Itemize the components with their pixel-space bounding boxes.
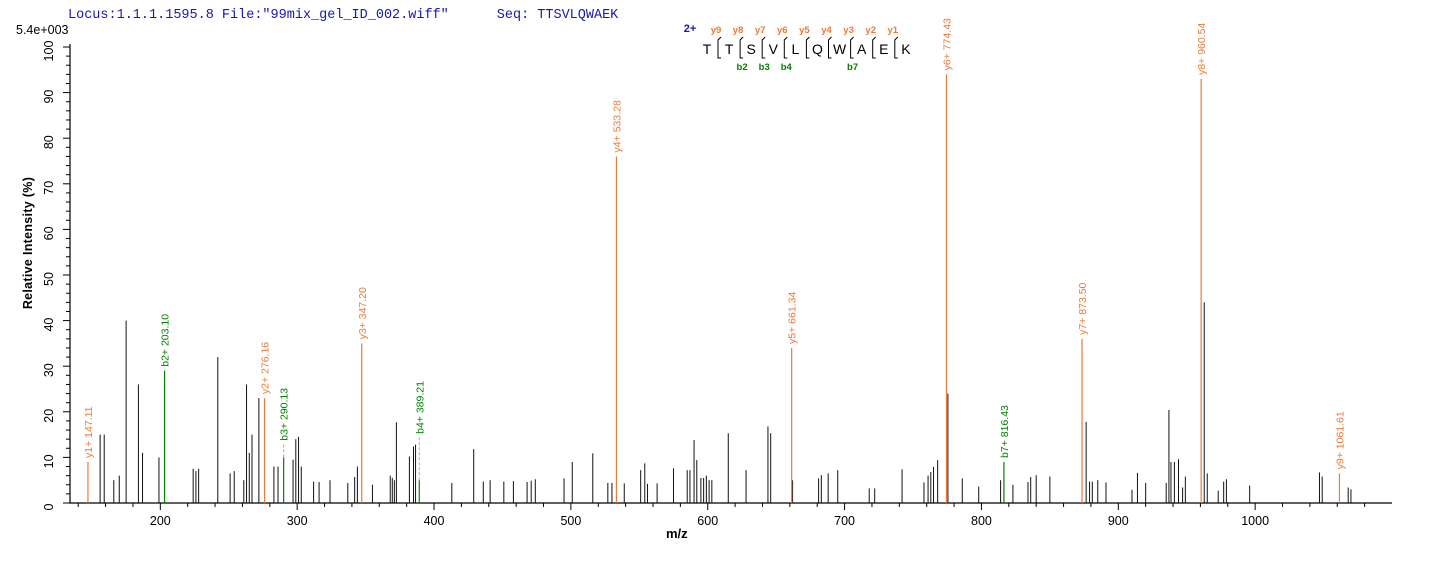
svg-text:y9: y9 <box>711 25 722 36</box>
svg-text:S: S <box>747 41 756 57</box>
svg-text:0: 0 <box>42 503 56 510</box>
svg-text:300: 300 <box>287 514 308 528</box>
svg-text:V: V <box>769 41 779 57</box>
background-peaks <box>99 302 1352 503</box>
svg-text:y2+ 276.16: y2+ 276.16 <box>260 342 272 394</box>
labeled-peak-y3: y3+ 347.20 <box>357 287 369 503</box>
spectrum-title: Locus:1.1.1.1595.8 File:"99mix_gel_ID_00… <box>68 8 618 23</box>
svg-text:b2+ 203.10: b2+ 203.10 <box>160 314 172 367</box>
svg-text:T: T <box>725 41 734 57</box>
svg-text:Q: Q <box>812 41 823 57</box>
labeled-peak-b2: b2+ 203.10 <box>160 314 172 503</box>
labeled-peak-y2: y2+ 276.16 <box>260 342 272 503</box>
svg-text:b4: b4 <box>781 62 793 73</box>
svg-text:b3: b3 <box>759 62 770 73</box>
svg-text:y7: y7 <box>755 25 766 36</box>
charge-label: 2+ <box>684 23 697 35</box>
svg-text:10: 10 <box>42 454 56 468</box>
y-axis-ticks <box>63 46 70 504</box>
svg-text:y4+ 533.28: y4+ 533.28 <box>611 100 623 152</box>
svg-text:y1: y1 <box>888 25 899 36</box>
svg-text:30: 30 <box>42 363 56 377</box>
svg-text:T: T <box>703 41 712 57</box>
svg-text:800: 800 <box>971 514 992 528</box>
svg-text:90: 90 <box>42 90 56 104</box>
x-axis-ticks <box>77 503 1366 510</box>
svg-text:60: 60 <box>42 226 56 240</box>
labeled-peak-y9: y9+ 1061.61 <box>1334 411 1346 503</box>
svg-text:400: 400 <box>424 514 445 528</box>
labeled-peak-b4: b4+ 389.21 <box>414 381 426 503</box>
svg-text:1000: 1000 <box>1241 514 1269 528</box>
svg-text:A: A <box>857 41 867 57</box>
svg-text:b7+ 816.43: b7+ 816.43 <box>999 405 1011 458</box>
max-intensity-label: 5.4e+003 <box>16 23 69 37</box>
svg-text:y2: y2 <box>865 25 876 36</box>
locus-file-label: Locus:1.1.1.1595.8 File:"99mix_gel_ID_00… <box>68 8 449 23</box>
svg-text:200: 200 <box>150 514 171 528</box>
svg-text:100: 100 <box>42 41 56 62</box>
labeled-peak-y7: y7+ 873.50 <box>1077 282 1089 503</box>
labeled-peak-y5: y5+ 661.34 <box>787 292 799 503</box>
svg-text:y1+ 147.11: y1+ 147.11 <box>83 406 95 458</box>
svg-text:y8+ 960.54: y8+ 960.54 <box>1196 23 1208 75</box>
svg-text:500: 500 <box>560 514 581 528</box>
svg-text:K: K <box>901 41 911 57</box>
x-axis-title: m/z <box>666 526 688 541</box>
labeled-peak-y4: y4+ 533.28 <box>611 100 623 503</box>
svg-text:600: 600 <box>697 514 718 528</box>
svg-text:W: W <box>833 41 847 57</box>
svg-text:y4: y4 <box>821 25 832 36</box>
labeled-peak-y8: y8+ 960.54 <box>1196 23 1208 503</box>
svg-text:b4+ 389.21: b4+ 389.21 <box>414 381 426 434</box>
y-axis-labels: 0 10 20 30 40 50 60 70 80 90 100 <box>42 41 56 511</box>
axes <box>69 44 1392 504</box>
svg-text:50: 50 <box>42 272 56 286</box>
svg-text:y6+ 774.43: y6+ 774.43 <box>941 18 953 70</box>
svg-text:70: 70 <box>42 181 56 195</box>
svg-text:b7: b7 <box>847 62 858 73</box>
labeled-peak-b7: b7+ 816.43 <box>999 405 1011 503</box>
svg-text:y5+ 661.34: y5+ 661.34 <box>787 292 799 344</box>
x-axis-labels: 200 300 400 500 600 700 800 900 1000 <box>150 514 1269 528</box>
svg-text:700: 700 <box>834 514 855 528</box>
svg-text:y9+ 1061.61: y9+ 1061.61 <box>1334 411 1346 469</box>
labeled-peak-b3: b3+ 290.13 <box>279 388 291 503</box>
svg-text:40: 40 <box>42 318 56 332</box>
svg-text:y3+ 347.20: y3+ 347.20 <box>357 287 369 339</box>
svg-text:y5: y5 <box>799 25 810 36</box>
svg-text:20: 20 <box>42 409 56 423</box>
labeled-peak-y1: y1+ 147.11 <box>83 406 95 503</box>
svg-text:b2: b2 <box>737 62 748 73</box>
svg-text:900: 900 <box>1108 514 1129 528</box>
svg-text:b3+ 290.13: b3+ 290.13 <box>279 388 291 441</box>
svg-text:y6: y6 <box>777 25 788 36</box>
sequence-label: Seq: TTSVLQWAEK <box>496 8 619 23</box>
svg-text:80: 80 <box>42 135 56 149</box>
svg-text:y3: y3 <box>843 25 854 36</box>
svg-text:E: E <box>879 41 888 57</box>
labeled-peak-y6: y6+ 774.43 <box>941 18 953 503</box>
svg-text:y8: y8 <box>733 25 744 36</box>
svg-text:y7+ 873.50: y7+ 873.50 <box>1077 282 1089 334</box>
svg-text:L: L <box>792 41 800 57</box>
